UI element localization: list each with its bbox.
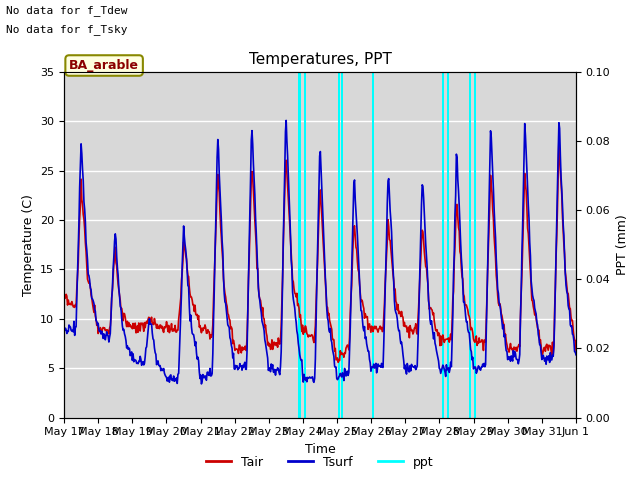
Bar bbox=[469, 72, 471, 418]
Bar bbox=[303, 72, 306, 418]
Y-axis label: PPT (mm): PPT (mm) bbox=[616, 215, 629, 275]
Title: Temperatures, PPT: Temperatures, PPT bbox=[248, 52, 392, 67]
Legend: Tair, Tsurf, ppt: Tair, Tsurf, ppt bbox=[202, 451, 438, 474]
Bar bbox=[298, 72, 301, 418]
Y-axis label: Temperature (C): Temperature (C) bbox=[22, 194, 35, 296]
Text: No data for f_Tsky: No data for f_Tsky bbox=[6, 24, 128, 35]
Bar bbox=[474, 72, 476, 418]
Text: BA_arable: BA_arable bbox=[69, 59, 139, 72]
Text: No data for f_Tdew: No data for f_Tdew bbox=[6, 5, 128, 16]
Bar bbox=[442, 72, 444, 418]
Bar bbox=[372, 72, 374, 418]
Bar bbox=[341, 72, 343, 418]
X-axis label: Time: Time bbox=[305, 443, 335, 456]
Bar bbox=[338, 72, 340, 418]
Bar bbox=[447, 72, 449, 418]
